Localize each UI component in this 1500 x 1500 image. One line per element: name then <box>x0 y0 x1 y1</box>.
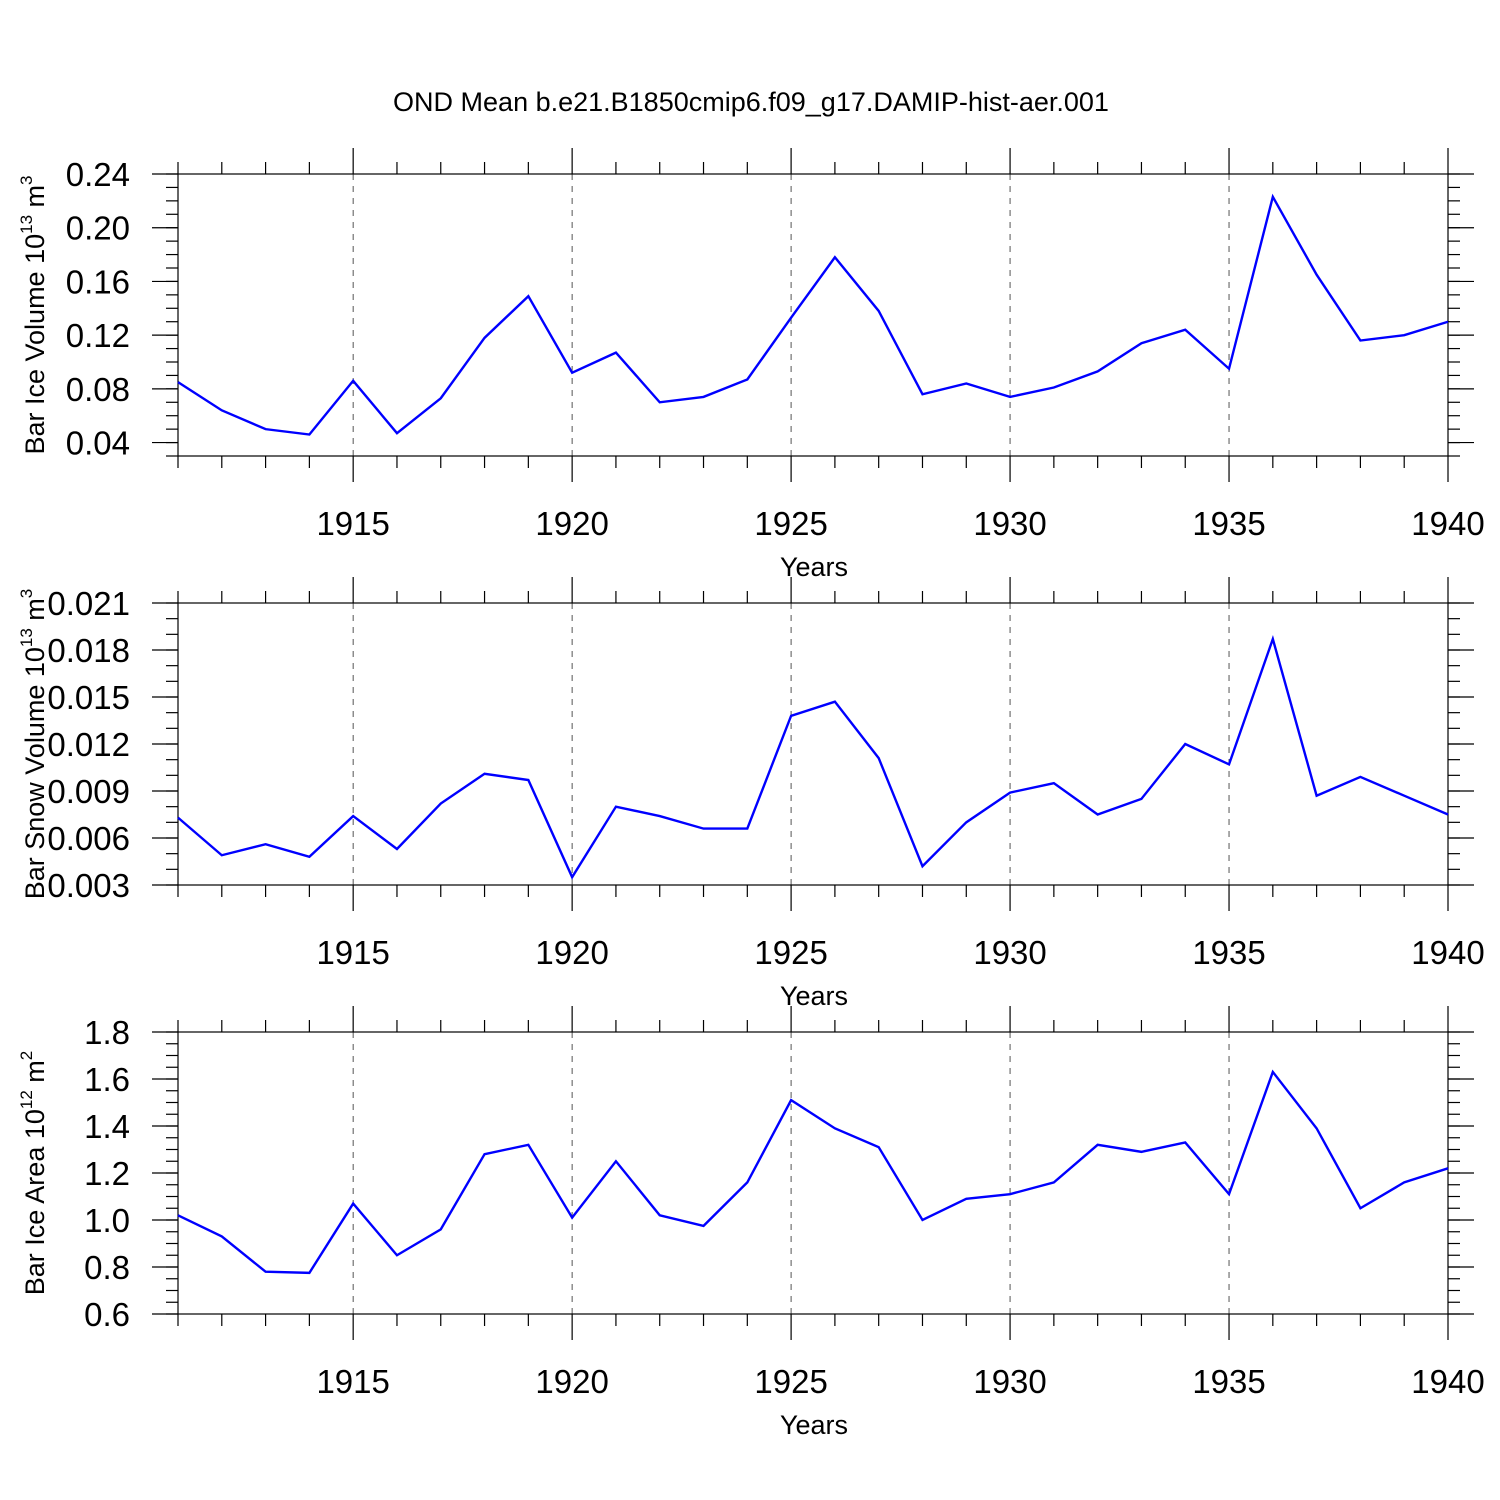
x-tick-label-1920: 1920 <box>535 1363 608 1400</box>
plot-frame <box>177 602 1449 886</box>
x-tick-label-1915: 1915 <box>316 505 389 542</box>
y-axis-title: Bar Ice Volume 1013 m3 <box>17 175 50 454</box>
x-axis-title: Years <box>780 552 848 582</box>
y-tick-label-0.018: 0.018 <box>47 632 130 669</box>
x-axis-title: Years <box>780 1410 848 1440</box>
y-tick-label-1.8: 1.8 <box>84 1014 130 1051</box>
x-tick-label-1940: 1940 <box>1411 1363 1484 1400</box>
series-line-ice-area <box>177 1069 1449 1275</box>
y-tick-label-0.20: 0.20 <box>66 210 130 247</box>
y-axis-title: Bar Snow Volume 1013 m3 <box>17 589 50 900</box>
y-axis-title: Bar Ice Area 1012 m2 <box>17 1051 50 1296</box>
y-tick-label-0.12: 0.12 <box>66 317 130 354</box>
x-tick-label-1930: 1930 <box>973 934 1046 971</box>
y-tick-label-0.24: 0.24 <box>66 156 130 193</box>
y-tick-label-1.2: 1.2 <box>84 1155 130 1192</box>
y-tick-label-0.009: 0.009 <box>47 773 130 810</box>
y-tick-label-0.04: 0.04 <box>66 425 130 462</box>
series-line-ice-volume <box>177 193 1449 436</box>
x-tick-label-1920: 1920 <box>535 505 608 542</box>
series-line-snow-volume <box>177 635 1449 880</box>
figure-title: OND Mean b.e21.B1850cmip6.f09_g17.DAMIP-… <box>393 87 1109 117</box>
y-tick-label-0.6: 0.6 <box>84 1296 130 1333</box>
y-tick-label-0.006: 0.006 <box>47 820 130 857</box>
x-tick-label-1920: 1920 <box>535 934 608 971</box>
x-tick-label-1940: 1940 <box>1411 934 1484 971</box>
plot-frame <box>177 1031 1449 1315</box>
x-tick-label-1925: 1925 <box>754 505 827 542</box>
x-tick-label-1935: 1935 <box>1192 505 1265 542</box>
x-tick-label-1935: 1935 <box>1192 1363 1265 1400</box>
x-tick-label-1930: 1930 <box>973 505 1046 542</box>
y-tick-label-0.8: 0.8 <box>84 1249 130 1286</box>
plot-frame <box>177 173 1449 457</box>
y-tick-label-0.012: 0.012 <box>47 726 130 763</box>
chart-ice-area: 1915 1920 1925 1930 1935 1940 0.6 0.8 1.0 1.2 1.4 1… <box>17 1006 1485 1440</box>
y-tick-label-0.003: 0.003 <box>47 867 130 904</box>
y-tick-label-0.08: 0.08 <box>66 371 130 408</box>
x-tick-label-1935: 1935 <box>1192 934 1265 971</box>
chart-ice-volume: 1915 1920 1925 1930 1935 1940 0.04 0.08 0.12 0.16… <box>17 148 1485 582</box>
x-tick-label-1915: 1915 <box>316 934 389 971</box>
panels: 1915 1920 1925 1930 1935 1940 0.04 0.08 0.12 0.16… <box>17 148 1485 1440</box>
x-tick-label-1930: 1930 <box>973 1363 1046 1400</box>
x-tick-label-1915: 1915 <box>316 1363 389 1400</box>
x-axis-title: Years <box>780 981 848 1011</box>
x-tick-label-1925: 1925 <box>754 934 827 971</box>
chart-snow-volume: 1915 1920 1925 1930 1935 1940 0.003 0.006 0.009 0… <box>17 577 1485 1011</box>
y-tick-label-0.015: 0.015 <box>47 679 130 716</box>
y-tick-label-0.021: 0.021 <box>47 585 130 622</box>
y-tick-label-0.16: 0.16 <box>66 263 130 300</box>
y-tick-label-1.4: 1.4 <box>84 1108 130 1145</box>
y-tick-label-1.6: 1.6 <box>84 1061 130 1098</box>
x-tick-label-1925: 1925 <box>754 1363 827 1400</box>
x-tick-label-1940: 1940 <box>1411 505 1484 542</box>
y-tick-label-1.0: 1.0 <box>84 1202 130 1239</box>
